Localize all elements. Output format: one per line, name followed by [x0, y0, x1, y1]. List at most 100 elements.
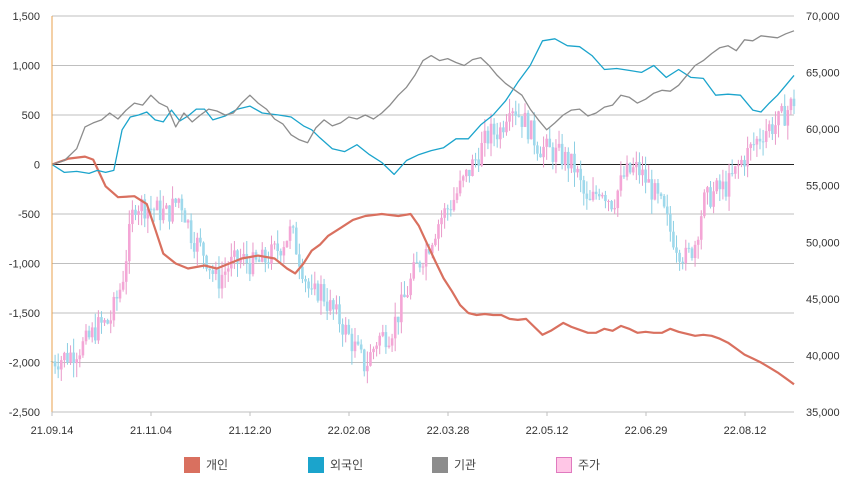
- price-candle: [421, 266, 425, 268]
- price-candle: [387, 345, 391, 348]
- price-candle: [492, 123, 496, 135]
- price-candle: [529, 120, 533, 140]
- price-candle: [124, 261, 128, 282]
- price-candle: [171, 198, 174, 222]
- price-candle: [740, 159, 743, 165]
- price-candle: [601, 194, 604, 197]
- price-candle: [359, 344, 363, 350]
- right-tick-label: 35,000: [806, 407, 840, 419]
- price-candle: [180, 198, 184, 211]
- price-candle: [681, 261, 684, 264]
- price-candle: [597, 194, 601, 197]
- price-candle: [631, 167, 635, 173]
- left-tick-label: -1,000: [9, 259, 40, 271]
- price-candle: [582, 180, 586, 194]
- price-candle: [480, 143, 484, 166]
- price-candle: [205, 255, 208, 269]
- price-candle: [483, 130, 487, 144]
- price-candle: [208, 268, 211, 271]
- price-candle: [526, 112, 530, 140]
- price-candle: [100, 317, 103, 323]
- legend-item-price[interactable]: 주가: [556, 456, 600, 473]
- price-candle: [384, 332, 388, 348]
- price-candle: [715, 180, 719, 192]
- legend-item-foreign[interactable]: 외국인: [308, 456, 363, 473]
- right-tick-label: 40,000: [806, 350, 840, 362]
- price-candle: [158, 200, 162, 221]
- price-candle: [103, 320, 106, 323]
- price-candle: [347, 324, 351, 334]
- price-candle: [328, 300, 332, 311]
- x-tick-label: 22.03.28: [427, 425, 470, 437]
- price-candle: [724, 181, 728, 197]
- left-tick-label: 1,000: [12, 61, 40, 73]
- price-candle: [758, 138, 762, 142]
- price-candle: [764, 131, 768, 142]
- price-candle: [727, 173, 731, 197]
- price-candle: [662, 196, 666, 207]
- price-candle: [573, 153, 576, 173]
- price-candle: [152, 209, 156, 211]
- price-candle: [635, 162, 638, 168]
- price-candle: [406, 295, 409, 298]
- price-candle: [498, 127, 502, 140]
- price-candle: [316, 283, 320, 301]
- price-candle: [625, 163, 629, 177]
- legend-item-institution[interactable]: 기관: [432, 456, 476, 473]
- price-candle: [211, 270, 215, 274]
- price-candle: [706, 187, 709, 193]
- price-candle: [192, 243, 196, 252]
- price-candle: [591, 191, 595, 200]
- price-candle: [774, 125, 777, 135]
- price-candle: [239, 258, 242, 263]
- price-candle: [233, 250, 236, 257]
- x-tick-label: 22.05.12: [526, 425, 569, 437]
- price-candle: [570, 153, 573, 169]
- price-candle: [579, 168, 582, 181]
- price-candle: [344, 324, 348, 335]
- price-candle: [585, 193, 589, 199]
- price-candle: [282, 247, 286, 256]
- series-line-2: [51, 30, 795, 166]
- price-candle: [341, 324, 344, 335]
- price-candle: [675, 247, 678, 253]
- price-candle: [409, 278, 412, 296]
- price-candle: [650, 179, 654, 200]
- price-candle: [505, 121, 508, 133]
- legend-swatch-institution: [432, 456, 448, 473]
- price-candle: [279, 250, 283, 256]
- price-candle: [641, 169, 644, 176]
- price-candle: [576, 168, 579, 173]
- right-tick-label: 55,000: [806, 181, 840, 193]
- price-candle: [653, 183, 657, 200]
- price-candle: [746, 147, 749, 167]
- price-candle: [63, 352, 66, 361]
- price-candle: [551, 147, 555, 162]
- price-candle: [749, 144, 753, 148]
- price-candle: [97, 317, 100, 341]
- price-candle: [440, 217, 443, 225]
- price-candle: [560, 143, 564, 166]
- price-candle: [335, 304, 338, 310]
- price-candle: [607, 201, 610, 203]
- series-line-1: [51, 38, 795, 176]
- price-candle: [690, 248, 694, 259]
- left-tick-label: 500: [22, 110, 40, 122]
- price-candle: [659, 193, 663, 197]
- price-candle: [310, 288, 313, 290]
- price-candle: [304, 278, 307, 282]
- price-candle: [495, 134, 499, 140]
- price-candle: [127, 224, 131, 262]
- price-candle: [502, 127, 505, 133]
- price-candle: [733, 166, 737, 174]
- legend-item-individual[interactable]: 개인: [184, 456, 228, 473]
- price-candle: [143, 199, 147, 219]
- legend-swatch-foreign: [308, 456, 324, 473]
- price-candle: [257, 259, 261, 262]
- price-candle: [508, 113, 511, 122]
- price-candle: [90, 327, 94, 338]
- price-candle: [199, 237, 202, 243]
- price-candle: [789, 98, 793, 111]
- price-candle: [468, 169, 471, 177]
- price-candle: [121, 281, 125, 290]
